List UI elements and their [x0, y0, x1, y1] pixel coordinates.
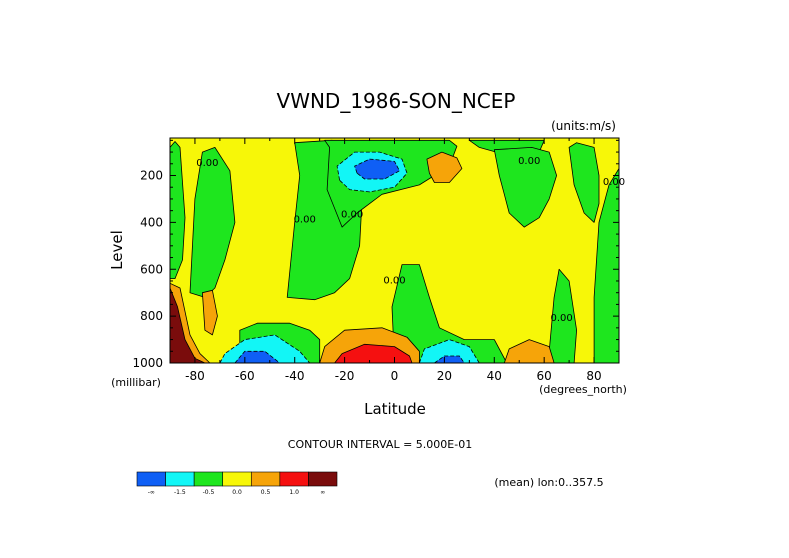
- x-tick-label: -80: [185, 369, 205, 383]
- x-tick-label: 60: [537, 369, 552, 383]
- contour-label: 0.00: [196, 158, 218, 169]
- contour-label: 0.00: [294, 214, 316, 225]
- units-label: (units:m/s): [551, 119, 616, 133]
- y-axis-label: Level: [108, 230, 126, 270]
- colorbar-swatch: [308, 471, 338, 487]
- x-tick-label: -20: [335, 369, 355, 383]
- contour-interval-text: CONTOUR INTERVAL = 5.000E-01: [288, 438, 472, 451]
- chart-title: VWND_1986-SON_NCEP: [277, 89, 516, 113]
- contour-region-green: [391, 264, 508, 364]
- colorbar-label: 1.0: [289, 489, 299, 496]
- contour-region-orange: [201, 289, 218, 336]
- colorbar-label: ∞: [320, 489, 325, 496]
- x-tick-label: -40: [285, 369, 305, 383]
- colorbar-label: -∞: [148, 489, 155, 496]
- footer-text: (mean) lon:0..357.5: [494, 476, 603, 489]
- y-tick-label: 600: [140, 262, 163, 276]
- x-tick-label: 20: [437, 369, 452, 383]
- y-tick-label: 1000: [132, 356, 163, 370]
- colorbar-swatch: [165, 471, 195, 487]
- contour-region-green: [531, 268, 577, 364]
- contour-region-green: [493, 146, 557, 228]
- colorbar-label: 0.5: [261, 489, 271, 496]
- colorbar-swatch: [136, 471, 166, 487]
- x-tick-label: 80: [586, 369, 601, 383]
- y-tick-label: 800: [140, 309, 163, 323]
- contour-label: 0.00: [518, 156, 540, 167]
- contour-region-green: [568, 142, 600, 223]
- colorbar-swatch: [222, 471, 252, 487]
- y-tick-label: 200: [140, 169, 163, 183]
- contour-region-blue: [354, 158, 400, 180]
- colorbar-swatch: [279, 471, 309, 487]
- y-tick-label: 400: [140, 215, 163, 229]
- colorbar-label: -0.5: [203, 489, 215, 496]
- x-tick-label: 40: [487, 369, 502, 383]
- x-axis-label: Latitude: [364, 400, 426, 418]
- x-tick-label: -60: [235, 369, 255, 383]
- contour-label: 0.00: [341, 210, 363, 221]
- y-axis-units: (millibar): [111, 376, 161, 389]
- contour-label: 0.00: [383, 275, 405, 286]
- plot-area: 0.00 0.00 0.00 0.00 0.00 0.00 0.00: [169, 137, 625, 364]
- colorbar: -∞ -1.5 -0.5 0.0 0.5 1.0 ∞: [136, 471, 338, 496]
- x-tick-label: 0: [391, 369, 399, 383]
- contour-label: 0.00: [550, 313, 572, 324]
- colorbar-swatch: [193, 471, 224, 487]
- colorbar-label: -1.5: [174, 489, 186, 496]
- x-axis-units: (degrees_north): [539, 383, 627, 396]
- colorbar-label: 0.0: [232, 489, 242, 496]
- contour-label: 0.00: [603, 177, 625, 188]
- colorbar-swatch: [250, 471, 281, 487]
- contour-region-orange: [426, 151, 463, 183]
